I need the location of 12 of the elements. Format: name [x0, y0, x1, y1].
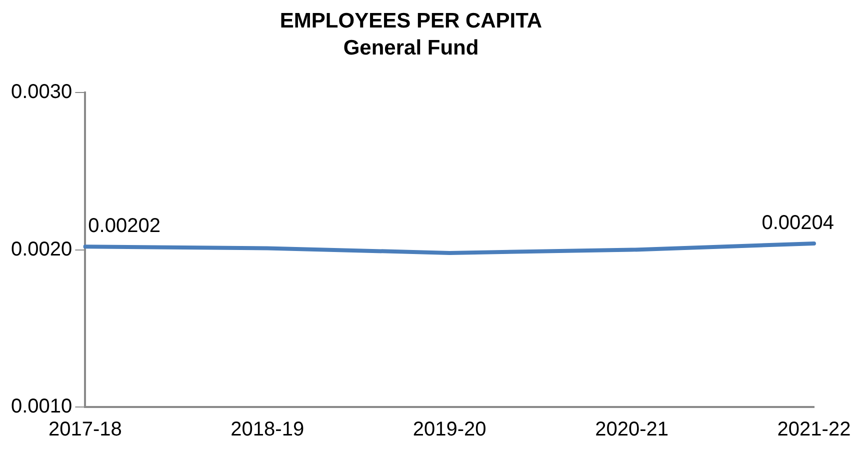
- x-tick-label: 2019-20: [412, 418, 486, 441]
- chart-title: EMPLOYEES PER CAPITA: [280, 9, 542, 32]
- x-tick-label: 2020-21: [595, 418, 668, 441]
- y-tick-label: 0.0030: [11, 81, 72, 104]
- data-label: 0.00202: [88, 215, 160, 238]
- chart-subtitle: General Fund: [343, 36, 479, 60]
- x-tick-label: 2017-18: [48, 418, 122, 441]
- y-tick-label: 0.0010: [11, 396, 72, 418]
- y-tick-label: 0.0020: [11, 238, 72, 260]
- x-tick-label: 2018-19: [230, 418, 304, 441]
- data-label: 0.00204: [762, 212, 834, 234]
- x-tick-label: 2021-22: [777, 418, 851, 441]
